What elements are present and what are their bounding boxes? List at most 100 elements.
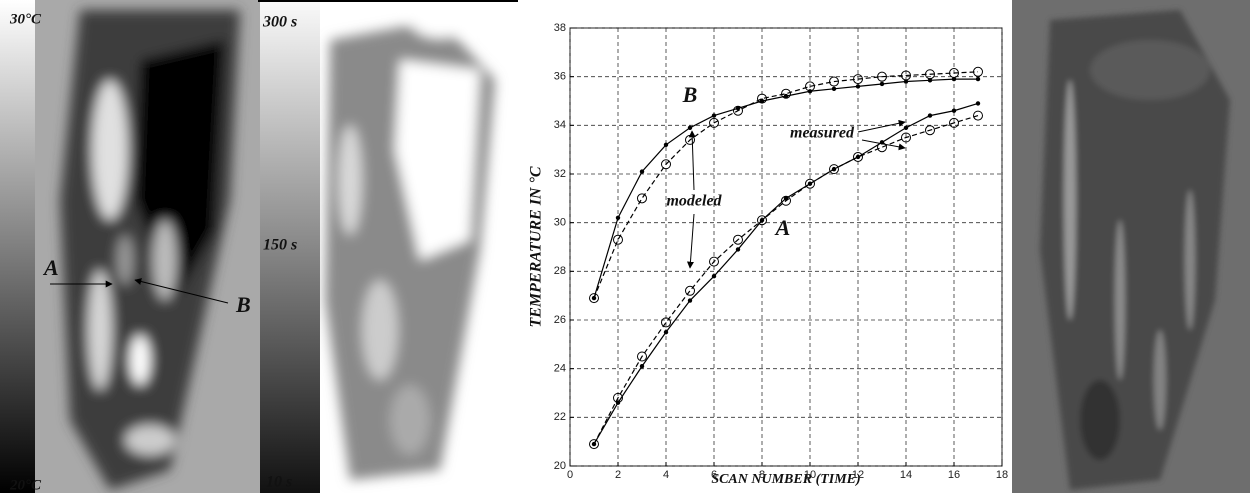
data-point bbox=[639, 364, 645, 369]
annotation-arrow bbox=[688, 130, 696, 191]
data-point bbox=[855, 84, 861, 89]
data-point bbox=[589, 293, 599, 304]
data-point bbox=[781, 88, 791, 99]
data-point bbox=[949, 117, 959, 128]
data-point bbox=[687, 298, 693, 303]
colorbar-mid: 150 s bbox=[263, 237, 297, 254]
data-point bbox=[805, 81, 815, 92]
annotation-arrow bbox=[857, 119, 906, 133]
data-point bbox=[973, 66, 983, 77]
data-point bbox=[951, 76, 957, 82]
gray-image bbox=[1012, 0, 1250, 493]
series-line bbox=[593, 115, 979, 445]
data-point bbox=[877, 71, 887, 82]
data-point bbox=[757, 215, 767, 226]
colorbar-min: 20°C bbox=[9, 477, 42, 493]
y-axis-label: TEMPERATURE IN °C bbox=[528, 166, 545, 327]
data-point bbox=[709, 256, 719, 267]
data-point bbox=[783, 93, 789, 99]
y-tick-label: 30 bbox=[554, 217, 566, 229]
data-point bbox=[661, 317, 671, 328]
colorbar-max: 30°C bbox=[9, 11, 42, 27]
data-point bbox=[589, 439, 599, 450]
data-point bbox=[927, 78, 933, 83]
data-point bbox=[709, 117, 719, 128]
data-point bbox=[711, 274, 717, 279]
data-point bbox=[829, 164, 839, 175]
annotation-arrow bbox=[686, 213, 695, 269]
y-tick-label: 38 bbox=[554, 22, 566, 34]
data-point bbox=[925, 125, 935, 136]
data-point bbox=[927, 113, 933, 118]
point-label: B bbox=[235, 292, 251, 317]
x-tick-label: 8 bbox=[759, 469, 765, 481]
thermal-image: 30°C 20°C A B bbox=[0, 0, 260, 493]
x-tick-label: 18 bbox=[996, 469, 1008, 481]
time-image: 300 s 150 s 10 s bbox=[258, 0, 518, 493]
data-point bbox=[757, 93, 767, 104]
data-point bbox=[829, 76, 839, 87]
data-point bbox=[637, 351, 647, 362]
data-point bbox=[733, 105, 743, 116]
x-tick-label: 0 bbox=[567, 469, 573, 481]
data-point bbox=[853, 151, 863, 162]
annotation: modeled bbox=[666, 193, 722, 210]
y-tick-label: 32 bbox=[554, 168, 566, 180]
y-tick-label: 36 bbox=[554, 71, 566, 83]
annotation: B bbox=[682, 82, 698, 107]
data-point bbox=[663, 142, 669, 147]
data-point bbox=[711, 113, 717, 118]
data-point bbox=[759, 98, 765, 104]
data-point bbox=[877, 142, 887, 153]
x-tick-label: 10 bbox=[804, 469, 816, 481]
data-point bbox=[735, 247, 741, 252]
annotation: measured bbox=[790, 125, 855, 142]
x-tick-label: 14 bbox=[900, 469, 912, 481]
x-tick-label: 2 bbox=[615, 469, 621, 481]
data-point bbox=[903, 79, 909, 84]
y-tick-label: 26 bbox=[554, 314, 566, 326]
data-point bbox=[975, 101, 981, 106]
data-point bbox=[975, 76, 981, 82]
data-point bbox=[685, 285, 695, 296]
x-axis-label: SCAN NUMBER (TIME) bbox=[711, 472, 860, 487]
data-point bbox=[925, 69, 935, 80]
x-tick-label: 4 bbox=[663, 469, 669, 481]
data-point bbox=[733, 234, 743, 245]
data-point bbox=[687, 125, 693, 130]
data-point bbox=[853, 74, 863, 85]
plot-area bbox=[569, 27, 1003, 467]
y-tick-label: 28 bbox=[554, 265, 566, 277]
data-point bbox=[903, 125, 909, 130]
data-point bbox=[663, 329, 669, 335]
data-point bbox=[879, 81, 885, 87]
data-point bbox=[781, 195, 791, 206]
annotation-arrow bbox=[861, 139, 906, 151]
data-point bbox=[973, 110, 983, 121]
data-point bbox=[615, 215, 621, 220]
data-point bbox=[613, 234, 623, 245]
y-tick-label: 22 bbox=[554, 411, 566, 423]
y-tick-label: 24 bbox=[554, 363, 566, 375]
y-tick-label: 20 bbox=[554, 460, 566, 472]
colorbar-max: 300 s bbox=[262, 14, 297, 31]
data-point bbox=[805, 178, 815, 189]
colorbar-min: 10 s bbox=[266, 474, 292, 491]
data-point bbox=[901, 70, 911, 81]
data-point bbox=[949, 68, 959, 79]
data-point bbox=[661, 159, 671, 170]
data-point bbox=[855, 154, 861, 160]
series-line bbox=[593, 71, 979, 299]
x-tick-label: 12 bbox=[852, 469, 864, 481]
y-tick-label: 34 bbox=[554, 119, 566, 131]
x-tick-label: 6 bbox=[711, 469, 717, 481]
data-point bbox=[639, 169, 645, 174]
data-point bbox=[735, 106, 741, 111]
data-point bbox=[613, 392, 623, 403]
point-label: A bbox=[42, 255, 59, 280]
data-point bbox=[901, 132, 911, 143]
data-point bbox=[637, 193, 647, 204]
data-point bbox=[831, 86, 837, 92]
